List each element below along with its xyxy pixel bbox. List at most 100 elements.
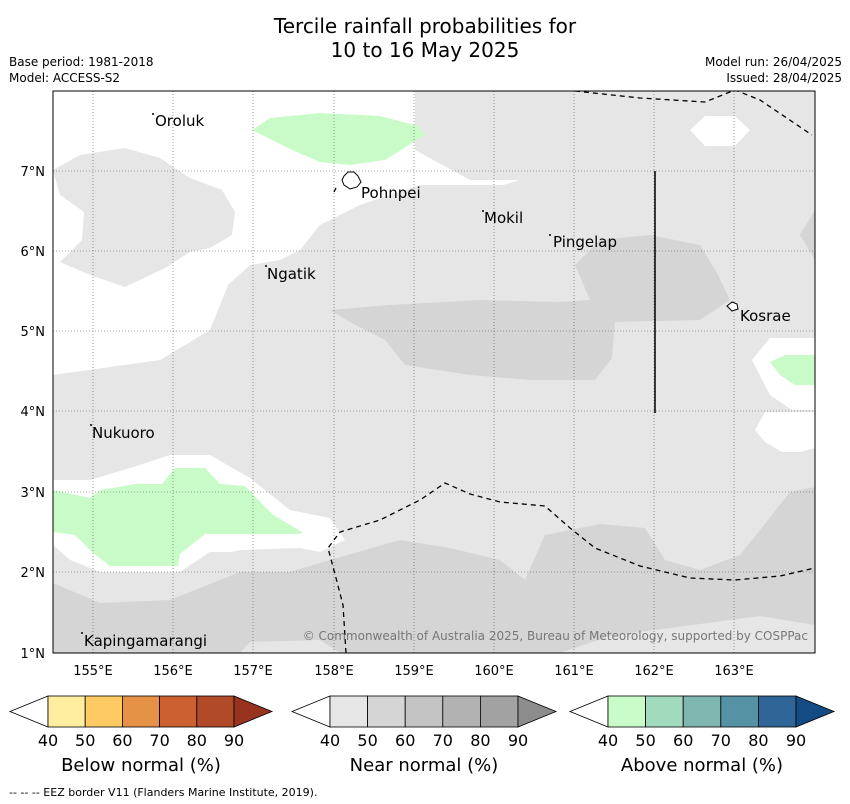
longitude-gridlines — [92, 91, 735, 653]
colorbar-tick-label: 90 — [224, 731, 244, 750]
lon-label-155e: 155°E — [73, 664, 113, 679]
lon-label-160e: 160°E — [474, 664, 514, 679]
colorbar-extend-low — [8, 695, 49, 728]
lon-label-159e: 159°E — [394, 664, 434, 679]
model-text: Model: ACCESS-S2 — [9, 71, 121, 85]
lat-label-2n: 2°N — [21, 566, 46, 581]
colorbar-segment — [645, 695, 684, 728]
colorbar-extend-low — [290, 695, 331, 728]
lon-label-163e: 163°E — [714, 664, 754, 679]
near-normal-40-sw-patch — [240, 640, 340, 653]
colorbar-tick-label: 50 — [357, 731, 377, 750]
colorbar-label-above: Above normal (%) — [620, 755, 784, 776]
near-normal-50-central-region — [330, 235, 730, 380]
colorbar-tick-label: 80 — [187, 731, 207, 750]
colorbar-segment — [479, 695, 519, 728]
colorbar-segment — [122, 695, 161, 728]
issued-text: Issued: 28/04/2025 — [726, 71, 842, 85]
colorbar-segment — [758, 695, 797, 728]
latitude-gridlines — [53, 170, 815, 573]
colorbar-tick-label: 80 — [470, 731, 490, 750]
place-label-oroluk: Oroluk — [155, 112, 204, 130]
model-run-text: Model run: 26/04/2025 — [704, 55, 842, 69]
near-normal-50-south-region — [53, 487, 815, 653]
colorbar-label-near: Near normal (%) — [349, 755, 499, 776]
near-normal-50-east-patch — [800, 210, 815, 260]
near-normal-40-nw-patch — [53, 148, 235, 287]
colorbar-segment — [682, 695, 722, 728]
colorbar-extend-high — [517, 695, 558, 728]
colorbars: 40 50 60 70 80 90 40 50 60 70 80 90 40 50 60 70 80 90 — [8, 695, 836, 750]
place-label-pingelap: Pingelap — [553, 233, 617, 251]
lat-label-4n: 4°N — [21, 405, 46, 420]
colorbar-segment — [720, 695, 759, 728]
colorbar-tick-label: 70 — [149, 731, 169, 750]
lat-label-7n: 7°N — [21, 165, 46, 180]
eez-footnote: -- -- -- EEZ border V11 (Flanders Marine… — [9, 786, 318, 799]
colorbar-tick-label: 70 — [433, 731, 453, 750]
above-normal-40-east-patch — [770, 355, 815, 385]
lat-label-3n: 3°N — [21, 486, 46, 501]
colorbar-segment — [404, 695, 444, 728]
colorbar-above: 40 50 60 70 80 90 — [568, 695, 836, 750]
place-label-kapingamarangi: Kapingamarangi — [84, 632, 207, 650]
white-region-west — [53, 91, 540, 375]
colorbar-extend-high — [795, 695, 836, 728]
lon-label-162e: 162°E — [634, 664, 674, 679]
kosrae-island-outline — [726, 301, 739, 312]
place-label-ngatik: Ngatik — [267, 265, 316, 283]
colorbar-segment — [607, 695, 646, 728]
lon-label-161e: 161°E — [554, 664, 594, 679]
map-fills — [53, 91, 815, 653]
colorbar-tick-label: 70 — [711, 731, 731, 750]
colorbar-tick-label: 90 — [786, 731, 806, 750]
map-frame — [52, 90, 816, 654]
near-normal-40-se-patch — [560, 616, 815, 653]
colorbar-tick-label: 60 — [395, 731, 415, 750]
white-patch-ne — [690, 116, 750, 146]
near-normal-40-white-inner — [53, 548, 320, 590]
lon-label-156e: 156°E — [153, 664, 193, 679]
map-title-line-1: Tercile rainfall probabilities for — [273, 14, 577, 38]
place-label-mokil: Mokil — [484, 209, 523, 227]
place-label-kosrae: Kosrae — [740, 307, 791, 325]
island-markers — [81, 113, 551, 634]
map-title-line-2: 10 to 16 May 2025 — [330, 38, 520, 62]
colorbar-segment — [329, 695, 368, 728]
lat-label-5n: 5°N — [21, 325, 46, 340]
lon-label-158e: 158°E — [314, 664, 354, 679]
colorbar-tick-label: 60 — [673, 731, 693, 750]
pohnpei-island-outline — [341, 171, 362, 190]
colorbar-segment — [84, 695, 123, 728]
colorbar-below: 40 50 60 70 80 90 — [8, 695, 274, 750]
near-normal-40-north-patch — [415, 91, 815, 250]
colorbar-tick-label: 50 — [75, 731, 95, 750]
colorbar-tick-label: 90 — [508, 731, 528, 750]
eez-border-lines — [327, 91, 815, 653]
colorbar-segment — [442, 695, 481, 728]
colorbar-tick-label: 80 — [748, 731, 768, 750]
colorbar-segment — [47, 695, 86, 728]
colorbar-tick-label: 50 — [635, 731, 655, 750]
lat-label-6n: 6°N — [21, 245, 46, 260]
colorbar-segment — [367, 695, 406, 728]
colorbar-tick-label: 40 — [38, 731, 58, 750]
lon-label-157e: 157°E — [233, 664, 273, 679]
colorbar-segment — [196, 695, 235, 728]
colorbar-segment — [159, 695, 198, 728]
colorbar-label-below: Below normal (%) — [61, 755, 221, 776]
lat-label-1n: 1°N — [21, 647, 46, 662]
copyright-notice: © Commonwealth of Australia 2025, Bureau… — [303, 629, 808, 643]
colorbar-tick-label: 40 — [598, 731, 618, 750]
colorbar-tick-label: 60 — [112, 731, 132, 750]
colorbar-tick-label: 40 — [320, 731, 340, 750]
colorbar-extend-low — [568, 695, 609, 728]
above-normal-40-south-region — [53, 468, 302, 566]
place-label-pohnpei: Pohnpei — [361, 184, 421, 202]
colorbar-extend-high — [233, 695, 274, 728]
white-patch-east-2 — [755, 412, 815, 452]
colorbar-near: 40 50 60 70 80 90 — [290, 695, 558, 750]
above-normal-40-north-patch — [252, 113, 425, 165]
place-label-nukuoro: Nukuoro — [92, 424, 155, 442]
